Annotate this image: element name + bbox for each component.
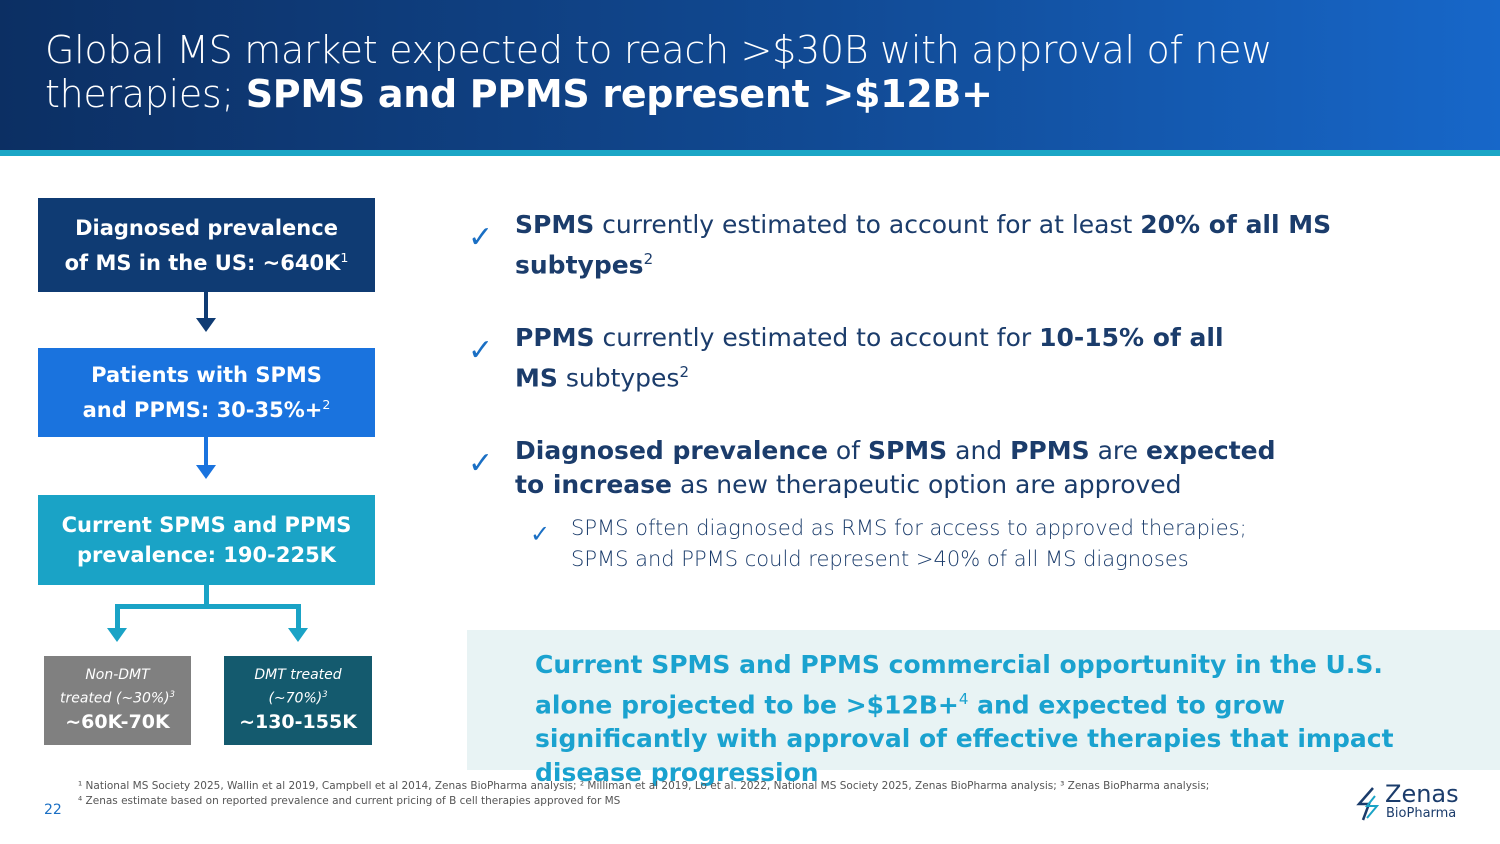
non-dmt-line2: treated (~30%): [60, 690, 170, 707]
sub-line2: SPMS and PPMS could represent >40% of al…: [571, 547, 1189, 571]
bullet-prevalence: Diagnosed prevalence of SPMS and PPMS ar…: [515, 434, 1295, 502]
t: subtypes: [557, 363, 680, 393]
box-current-prevalence: Current SPMS and PPMS prevalence: 190-22…: [38, 495, 375, 585]
b: 20% of all MS subtypes: [515, 210, 1332, 280]
non-dmt-line2-wrap: treated (~30%)3: [44, 685, 191, 709]
sup: 2: [643, 250, 654, 268]
non-dmt-line1: Non-DMT: [85, 667, 150, 684]
t: as new therapeutic option are approved: [672, 470, 1182, 499]
bullet-spms: SPMS currently estimated to account for …: [515, 208, 1375, 282]
split-connector: [204, 585, 209, 607]
footnote-line2: ⁴ Zenas estimate based on reported preva…: [78, 795, 621, 807]
title-bold: SPMS and PPMS represent >$12B+: [245, 72, 993, 116]
footnote-line1: ¹ National MS Society 2025, Wallin et al…: [78, 780, 1210, 792]
box2-line1: Patients with SPMS: [91, 363, 322, 387]
box1-line2-wrap: of MS in the US: ~640K1: [38, 243, 375, 278]
checkmark-icon: ✓: [530, 520, 551, 548]
lightning-icon: [1356, 787, 1380, 821]
callout-text: Current SPMS and PPMS commercial opportu…: [535, 648, 1435, 790]
b: PPMS: [515, 323, 595, 352]
title-regular: Global MS market expected to reach >$30B…: [45, 28, 1272, 116]
arrow-down-icon: [196, 292, 216, 332]
box-diagnosed-prevalence: Diagnosed prevalence of MS in the US: ~6…: [38, 198, 375, 292]
arrow-down-icon: [107, 604, 127, 642]
box1-line2: of MS in the US: ~640K: [64, 250, 341, 275]
b: expected to increase: [515, 436, 1276, 499]
b: SPMS: [515, 210, 595, 239]
box-dmt: DMT treated (~70%)3 ~130-155K: [224, 656, 372, 745]
checkmark-icon: ✓: [468, 446, 494, 481]
callout-box: [467, 630, 1500, 770]
b: 10-15% of all MS: [515, 323, 1224, 393]
box-spms-ppms-patients: Patients with SPMS and PPMS: 30-35%+2: [38, 348, 375, 437]
checkmark-icon: ✓: [468, 333, 494, 368]
header-stripe: [0, 150, 1500, 156]
arrow-down-icon: [196, 437, 216, 479]
box1-sup: 1: [340, 249, 349, 265]
box1-line1: Diagnosed prevalence: [75, 215, 338, 240]
slide-title: Global MS market expected to reach >$30B…: [45, 28, 1375, 116]
t: currently estimated to account for: [594, 323, 1040, 352]
sup: 4: [958, 690, 969, 708]
t: Current SPMS and PPMS commercial opportu…: [535, 650, 1383, 720]
page-number: 22: [44, 802, 62, 818]
logo-sub: BioPharma: [1386, 806, 1457, 821]
t: and: [947, 436, 1011, 465]
footnotes: ¹ National MS Society 2025, Wallin et al…: [78, 779, 1358, 809]
box2-line2: and PPMS: 30-35%+: [82, 398, 323, 422]
checkmark-icon: ✓: [468, 220, 494, 255]
box3-line2: prevalence: 190-225K: [77, 543, 336, 567]
box3-line1: Current SPMS and PPMS: [61, 513, 352, 537]
dmt-line2: (~70%): [268, 690, 323, 707]
zenas-logo: Zenas BioPharma: [1355, 780, 1475, 822]
split-connector-bar: [115, 604, 301, 609]
b: SPMS: [867, 436, 948, 465]
t: currently estimated to account for at le…: [594, 210, 1141, 239]
dmt-line1: DMT treated: [254, 667, 342, 684]
sub-line1: SPMS often diagnosed as RMS for access t…: [571, 516, 1247, 540]
box-non-dmt: Non-DMT treated (~30%)3 ~60K-70K: [44, 656, 191, 745]
b: Diagnosed prevalence: [515, 436, 828, 465]
dmt-value: ~130-155K: [239, 710, 357, 733]
arrow-down-icon: [288, 604, 308, 642]
sub-bullet: SPMS often diagnosed as RMS for access t…: [571, 513, 1247, 575]
dmt-sup: 3: [322, 689, 328, 700]
header-banner: [0, 0, 1500, 150]
bullet-ppms: PPMS currently estimated to account for …: [515, 321, 1255, 395]
non-dmt-value: ~60K-70K: [65, 710, 170, 733]
box2-line2-wrap: and PPMS: 30-35%+2: [38, 390, 375, 425]
non-dmt-sup: 3: [169, 689, 175, 700]
dmt-line2-wrap: (~70%)3: [224, 685, 372, 709]
box2-sup: 2: [322, 397, 331, 412]
sup: 2: [679, 363, 689, 381]
b: PPMS: [1010, 436, 1090, 465]
t: and expected to grow significantly with …: [535, 690, 1394, 788]
t: of: [827, 436, 868, 465]
t: are: [1089, 436, 1146, 465]
logo-name: Zenas: [1385, 780, 1459, 808]
